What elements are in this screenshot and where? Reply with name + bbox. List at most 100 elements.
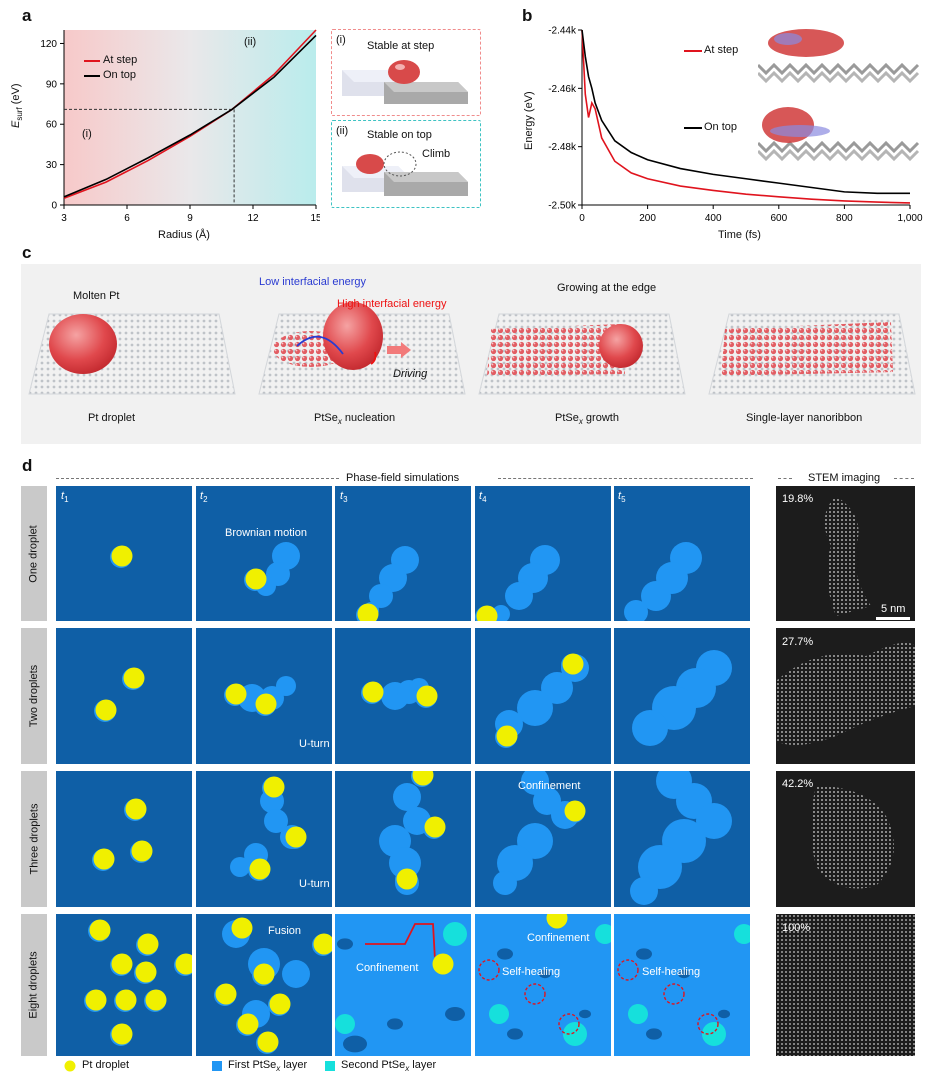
sim-cell (335, 771, 471, 907)
legend-second-layer: Second PtSex layer (341, 1059, 437, 1074)
sim-cell-drawing (475, 914, 611, 1056)
self-healing-marker (697, 1013, 719, 1035)
b-x-label: Time (fs) (718, 229, 761, 241)
sim-cell-drawing (624, 542, 702, 621)
row-label-eight: Eight droplets (21, 914, 47, 1056)
pt-droplet (225, 683, 247, 705)
sim-cell-drawing (475, 545, 560, 621)
b-y-tick-label: -2.50k (548, 201, 577, 212)
annot-confinement-3: Confinement (527, 932, 590, 944)
stem-texture (776, 496, 915, 1056)
c-step-4: Single-layer nanoribbon (746, 412, 863, 424)
stem-coverage-3: 42.2% (782, 778, 814, 790)
time-label-4: t4 (479, 490, 487, 505)
annot-selfhealing-2: Self-healing (642, 966, 701, 978)
stem-coverage-1: 19.8% (782, 493, 814, 505)
c-step-2: PtSex nucleation (314, 412, 396, 427)
stem-scale-text: 5 nm (881, 603, 906, 615)
pt-droplet (175, 953, 192, 975)
first-layer-blob (630, 877, 658, 905)
sim-cell (614, 486, 750, 621)
sim-cell (614, 628, 750, 764)
b-legend-top-line (684, 127, 702, 129)
uncovered-hole (343, 1035, 367, 1053)
first-layer-blob (505, 582, 533, 610)
pt-droplet (131, 840, 153, 862)
a-x-label: Radius (Å) (158, 229, 210, 241)
b-x-tick-label: 400 (705, 213, 722, 224)
a-y-tick-label: 120 (40, 39, 57, 50)
legend-first-layer: First PtSex layer (228, 1059, 308, 1074)
annot-uturn-1: U-turn (299, 738, 330, 750)
pt-droplet (145, 989, 167, 1011)
sim-cell-drawing (356, 546, 419, 621)
uncovered-hole (445, 1007, 465, 1021)
sim-cell (335, 486, 471, 621)
annot-selfhealing-1: Self-healing (502, 966, 561, 978)
second-layer (563, 1022, 587, 1046)
pt-droplet (432, 953, 454, 975)
sim-cell-drawing (110, 545, 133, 568)
pt-droplet (93, 848, 115, 870)
annot-fusion: Fusion (268, 925, 302, 937)
sim-cell-drawing (495, 653, 589, 748)
self-healing-marker (478, 959, 500, 981)
pt-droplet (396, 868, 418, 890)
b-legend-step-line (684, 50, 702, 52)
second-layer (734, 924, 750, 944)
second-layer (489, 1004, 509, 1024)
sim-cell (196, 628, 332, 764)
sim-cell-drawing (335, 914, 471, 1056)
first-layer-blob (379, 564, 407, 592)
second-layer (443, 922, 467, 946)
first-layer-fill (475, 914, 611, 1056)
d-stem-dash-left (778, 478, 792, 479)
sim-cell (475, 486, 611, 621)
pt-droplet (123, 667, 145, 689)
pt-droplet (285, 826, 307, 848)
d-legend-icons (64, 1060, 335, 1072)
sim-cell (614, 914, 750, 1056)
pt-droplet (562, 653, 584, 675)
pt-droplet (313, 933, 332, 955)
pt-droplet (231, 917, 253, 939)
b-series-on-top (581, 29, 910, 195)
a-x-tick-label: 6 (124, 213, 130, 224)
sim-cell-drawing (244, 542, 300, 596)
b-x-tick-label: 800 (836, 213, 853, 224)
panel-label-b: b (522, 6, 533, 25)
annot-confinement-2: Confinement (356, 962, 419, 974)
pt-droplet (257, 1031, 279, 1053)
b-substrate-zigzag (758, 62, 920, 76)
first-layer-blob (632, 710, 668, 746)
sim-cell (196, 486, 332, 621)
a-x-tick-label: 12 (247, 213, 259, 224)
a-series-at-step (63, 29, 317, 200)
uncovered-hole (387, 1018, 403, 1030)
pt-droplet (253, 963, 275, 985)
b-x-tick-label: 1,000 (897, 213, 922, 224)
b-y-tick-label: -2.48k (548, 142, 577, 153)
first-layer-blob (230, 857, 250, 877)
first-layer-blob (282, 960, 310, 988)
inset-ii-box (331, 120, 481, 208)
c-low-label: Low interfacial energy (259, 276, 367, 288)
c-growing-label: Growing at the edge (557, 282, 657, 294)
second-layer (335, 1014, 355, 1034)
legend-pt-droplet: Pt droplet (82, 1059, 130, 1071)
b-y-label: Energy (eV) (523, 91, 535, 150)
sim-cell (475, 771, 611, 907)
c-step-3: PtSex growth (555, 412, 619, 427)
c-molten-label: Molten Pt (73, 290, 120, 302)
annot-brownian: Brownian motion (225, 527, 307, 539)
row-label-three: Three droplets (21, 771, 47, 907)
inset-i-box (331, 29, 481, 116)
b-x-tick-label: 600 (770, 213, 787, 224)
pt-droplet (135, 961, 157, 983)
pt-droplet (237, 1013, 259, 1035)
b-substrate-zigzag (758, 140, 920, 154)
inset-ii-climb: Climb (422, 148, 451, 160)
sim-cell-drawing (361, 678, 438, 710)
time-label-3: t3 (340, 490, 348, 505)
pt-droplet (255, 693, 277, 715)
